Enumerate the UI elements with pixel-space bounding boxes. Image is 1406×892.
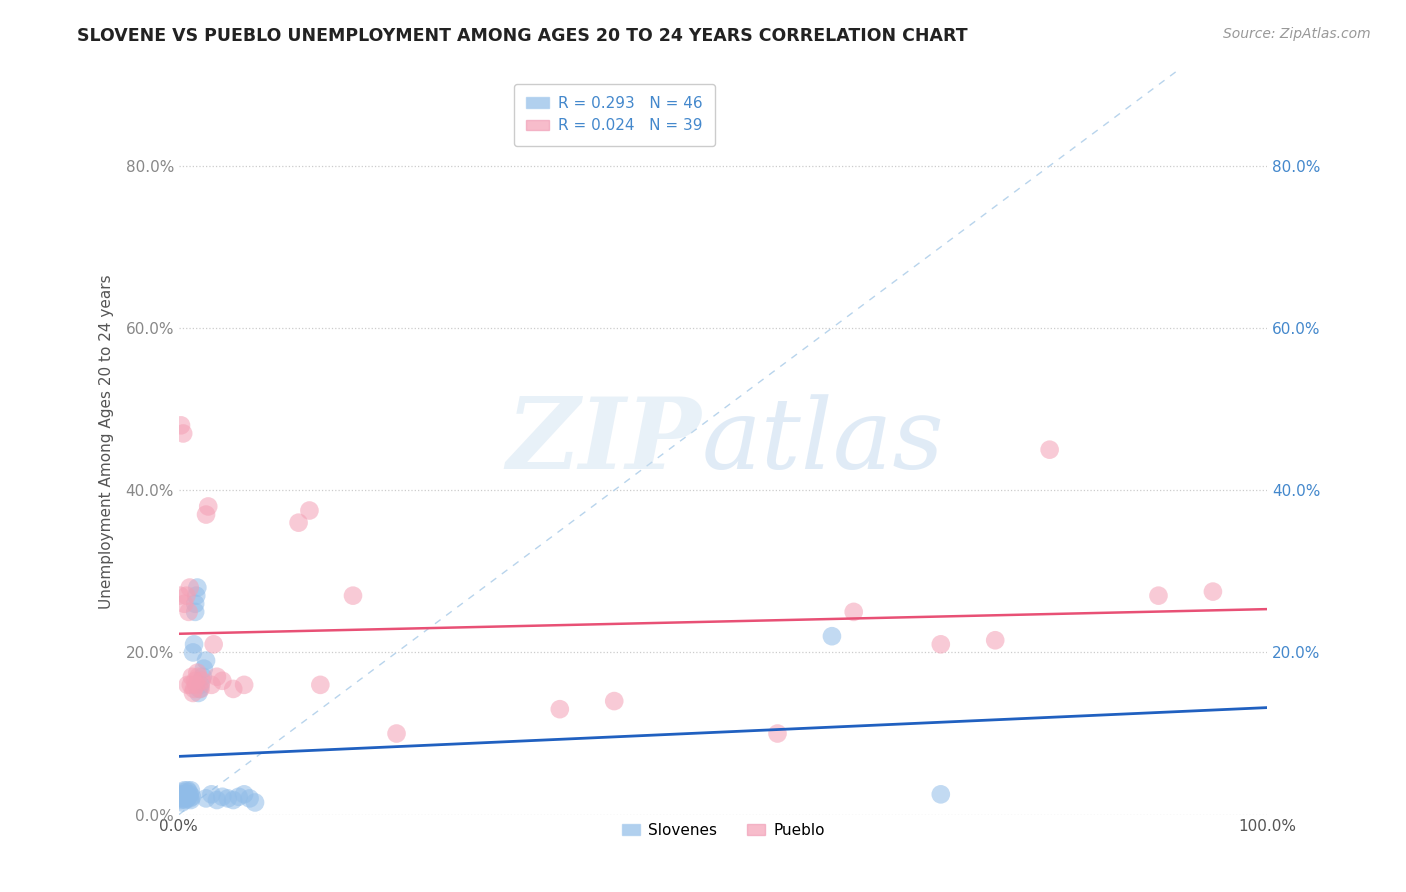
Point <box>173 788 195 802</box>
Point <box>205 670 228 684</box>
Point <box>188 681 211 696</box>
Point <box>183 681 205 696</box>
Point <box>172 789 194 804</box>
Point <box>176 788 198 802</box>
Point <box>222 681 245 696</box>
Point <box>169 589 191 603</box>
Point <box>181 686 204 700</box>
Point <box>195 508 218 522</box>
Point <box>1147 589 1170 603</box>
Point <box>176 789 198 803</box>
Point <box>180 670 202 684</box>
Point <box>202 637 225 651</box>
Point <box>193 662 215 676</box>
Point <box>186 665 208 680</box>
Point <box>177 605 200 619</box>
Point <box>842 605 865 619</box>
Point <box>179 788 201 802</box>
Point <box>172 785 194 799</box>
Point <box>298 503 321 517</box>
Point <box>170 788 193 802</box>
Point <box>172 791 194 805</box>
Point <box>174 789 197 804</box>
Y-axis label: Unemployment Among Ages 20 to 24 years: Unemployment Among Ages 20 to 24 years <box>100 274 114 609</box>
Point <box>385 726 408 740</box>
Point <box>211 789 233 804</box>
Point <box>180 783 202 797</box>
Point <box>342 589 364 603</box>
Point <box>180 793 202 807</box>
Point <box>181 645 204 659</box>
Point <box>190 681 212 696</box>
Point <box>190 673 212 688</box>
Point <box>548 702 571 716</box>
Point <box>233 788 256 802</box>
Point <box>172 426 194 441</box>
Point <box>1202 584 1225 599</box>
Point <box>173 597 195 611</box>
Point <box>929 788 952 802</box>
Point <box>195 654 218 668</box>
Point <box>191 670 214 684</box>
Point <box>176 678 198 692</box>
Text: SLOVENE VS PUEBLO UNEMPLOYMENT AMONG AGES 20 TO 24 YEARS CORRELATION CHART: SLOVENE VS PUEBLO UNEMPLOYMENT AMONG AGE… <box>77 27 967 45</box>
Point <box>170 418 193 433</box>
Point <box>287 516 309 530</box>
Point <box>176 783 198 797</box>
Point <box>233 678 256 692</box>
Point <box>170 793 193 807</box>
Point <box>197 500 219 514</box>
Point <box>984 633 1007 648</box>
Text: ZIP: ZIP <box>506 393 702 490</box>
Point <box>211 673 233 688</box>
Text: atlas: atlas <box>702 394 943 489</box>
Point <box>243 796 266 810</box>
Point <box>183 637 205 651</box>
Point <box>190 678 212 692</box>
Point <box>184 597 207 611</box>
Point <box>176 589 198 603</box>
Point <box>186 589 208 603</box>
Point <box>1039 442 1062 457</box>
Point <box>177 789 200 804</box>
Point <box>217 791 239 805</box>
Point <box>228 789 250 804</box>
Point <box>205 793 228 807</box>
Point <box>184 673 207 688</box>
Point <box>180 678 202 692</box>
Point <box>309 678 332 692</box>
Point <box>187 670 209 684</box>
Point <box>179 581 201 595</box>
Point <box>187 686 209 700</box>
Legend: Slovenes, Pueblo: Slovenes, Pueblo <box>616 817 831 845</box>
Point <box>174 793 197 807</box>
Point <box>766 726 789 740</box>
Point <box>180 789 202 804</box>
Point <box>821 629 844 643</box>
Point <box>172 796 194 810</box>
Point <box>184 605 207 619</box>
Point <box>200 788 222 802</box>
Point <box>169 791 191 805</box>
Point <box>176 791 198 805</box>
Point <box>186 581 208 595</box>
Point <box>173 783 195 797</box>
Point <box>239 791 262 805</box>
Point <box>929 637 952 651</box>
Point <box>177 785 200 799</box>
Point <box>186 678 208 692</box>
Point <box>179 791 201 805</box>
Point <box>603 694 626 708</box>
Text: Source: ZipAtlas.com: Source: ZipAtlas.com <box>1223 27 1371 41</box>
Point <box>222 793 245 807</box>
Point <box>195 791 218 805</box>
Point <box>200 678 222 692</box>
